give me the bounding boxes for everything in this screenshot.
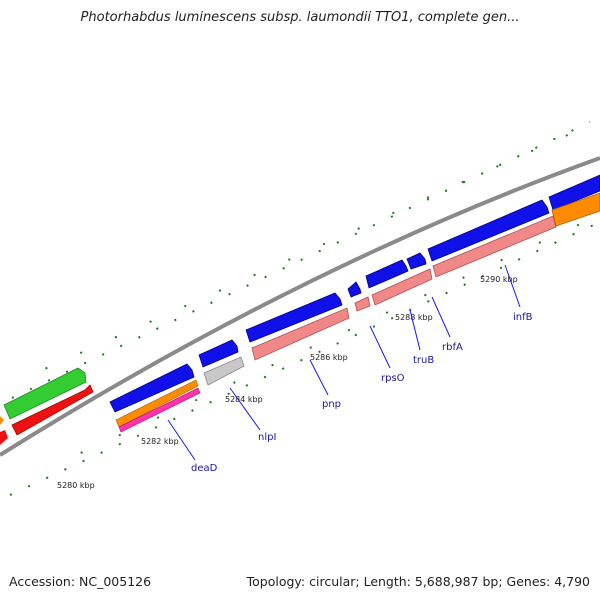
- kbp-label-5290: 5290 kbp: [480, 275, 518, 284]
- genome-backbone: [0, 156, 600, 457]
- gene-label-truB[interactable]: truB: [413, 355, 434, 366]
- cds-reverse-pnp[interactable]: [251, 307, 350, 361]
- cds-forward-rpsO[interactable]: [347, 281, 362, 298]
- cds-reverse-truB[interactable]: [371, 268, 433, 306]
- cds-forward-deaD[interactable]: [109, 363, 195, 413]
- gene-label-rpsO[interactable]: rpsO: [381, 373, 405, 384]
- cds-forward-next[interactable]: [548, 174, 600, 211]
- gene-label-deaD[interactable]: deaD: [191, 463, 218, 474]
- feature-orange-right[interactable]: [551, 192, 600, 227]
- feature-red-arrow[interactable]: [11, 384, 94, 436]
- inner-tick-ring: [9, 214, 600, 496]
- gene-label-pnp[interactable]: pnp: [322, 399, 341, 410]
- feature-orange-left-edge[interactable]: [0, 416, 4, 425]
- accession-text: Accession: NC_005126: [9, 574, 152, 589]
- kbp-label-5282: 5282 kbp: [141, 437, 179, 446]
- cds-reverse-rpsO[interactable]: [354, 296, 371, 312]
- cds-forward-truB[interactable]: [365, 259, 409, 289]
- cds-forward-rbfA[interactable]: [406, 252, 427, 270]
- cds-reverse-rbfA-infB[interactable]: [432, 215, 557, 278]
- genome-summary-text: Topology: circular; Length: 5,688,987 bp…: [246, 574, 590, 589]
- feature-grey[interactable]: [203, 356, 245, 386]
- gene-leader-lines: [167, 264, 521, 461]
- cds-forward-pnp[interactable]: [245, 292, 343, 343]
- gene-label-rbfA[interactable]: rbfA: [442, 342, 463, 353]
- feature-red-left-edge[interactable]: [0, 430, 8, 445]
- map-title: Photorhabdus luminescens subsp. laumondi…: [80, 10, 520, 25]
- cds-forward-nlpI[interactable]: [198, 339, 239, 368]
- gene-label-infB[interactable]: infB: [513, 312, 533, 323]
- feature-green-arrow[interactable]: [3, 367, 87, 420]
- kbp-label-5280: 5280 kbp: [57, 481, 95, 490]
- kbp-label-5286: 5286 kbp: [310, 353, 348, 362]
- outer-tick-ring: [11, 121, 591, 399]
- cds-forward-infB[interactable]: [427, 199, 550, 262]
- gene-label-nlpI[interactable]: nlpI: [258, 432, 276, 443]
- kbp-label-5284: 5284 kbp: [225, 395, 263, 404]
- kbp-label-5288: 5288 kbp: [395, 313, 433, 322]
- feature-orange-deaD[interactable]: [115, 379, 199, 428]
- feature-magenta-deaD[interactable]: [118, 387, 201, 433]
